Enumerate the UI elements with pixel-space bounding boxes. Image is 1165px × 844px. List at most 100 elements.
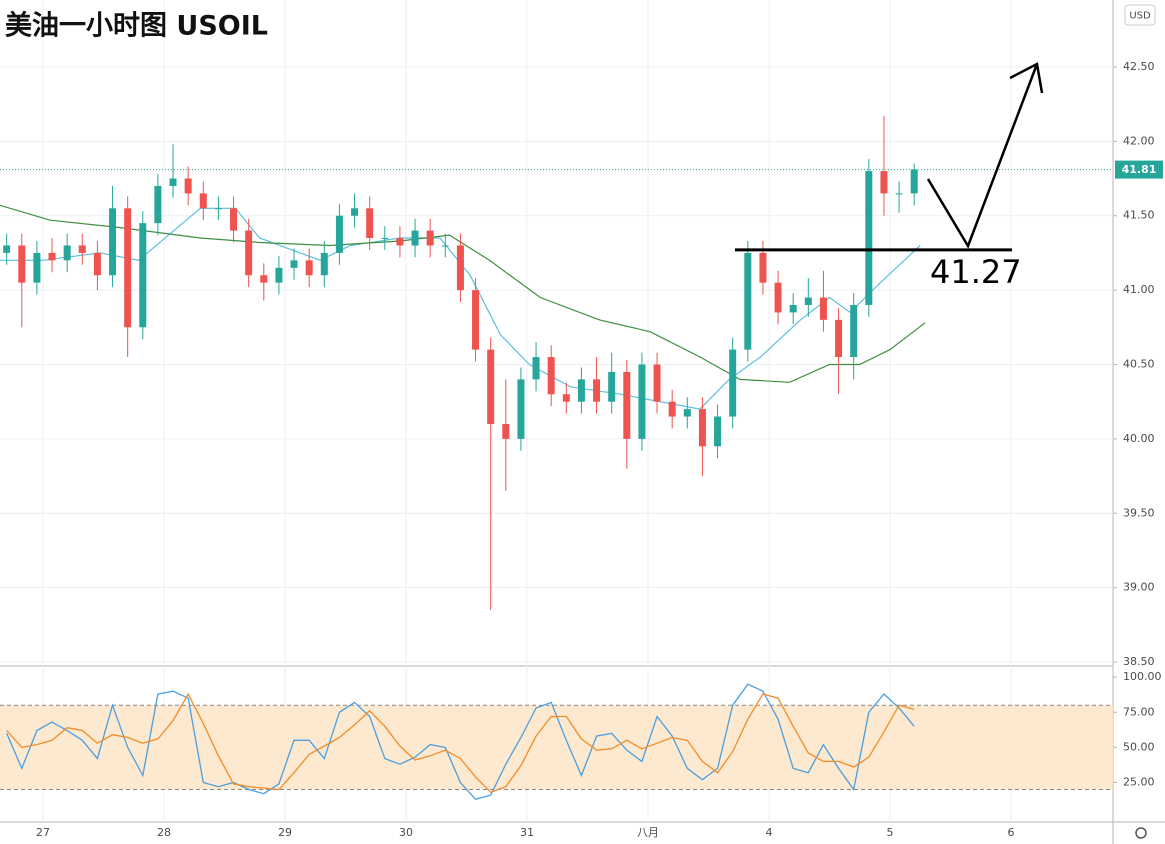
candle-body bbox=[819, 297, 827, 320]
x-tick-label: 30 bbox=[399, 826, 413, 839]
chart-title: 美油一小时图 USOIL bbox=[5, 10, 268, 42]
currency: USD bbox=[1129, 11, 1151, 22]
candle-body bbox=[895, 193, 903, 195]
candle-body bbox=[502, 423, 510, 439]
candle-body bbox=[668, 401, 676, 417]
candle-body bbox=[351, 208, 359, 216]
x-tick-label: 4 bbox=[765, 826, 772, 839]
x-tick-label: 6 bbox=[1007, 826, 1014, 839]
candle-body bbox=[335, 215, 343, 253]
candle-body bbox=[396, 238, 404, 246]
candle-body bbox=[593, 379, 601, 402]
candle-body bbox=[63, 245, 71, 261]
y-tick-label: 50.00 bbox=[1123, 740, 1155, 753]
y-tick-label: 39.50 bbox=[1123, 506, 1155, 519]
candle-body bbox=[608, 371, 616, 402]
settings-icon[interactable] bbox=[1135, 827, 1147, 839]
moving-average bbox=[0, 207, 921, 410]
candle-body bbox=[577, 379, 585, 402]
candle-body bbox=[305, 260, 313, 276]
moving-average bbox=[0, 204, 926, 383]
x-tick-label: 5 bbox=[886, 826, 893, 839]
candle-body bbox=[48, 252, 56, 261]
candle-body bbox=[532, 357, 540, 380]
candle-body bbox=[290, 260, 298, 268]
y-tick-label: 41.50 bbox=[1123, 209, 1155, 222]
y-tick-label: 25.00 bbox=[1123, 775, 1155, 788]
candle-body bbox=[260, 275, 268, 283]
candle-body bbox=[154, 185, 162, 224]
candle-body bbox=[441, 245, 449, 247]
candle-body bbox=[214, 208, 222, 210]
candle-body bbox=[850, 304, 858, 358]
candle-body bbox=[835, 319, 843, 358]
y-tick-label: 75.00 bbox=[1123, 705, 1155, 718]
y-tick-label: 38.50 bbox=[1123, 655, 1155, 668]
last-price-box bbox=[1115, 160, 1163, 179]
grid bbox=[0, 0, 1113, 822]
candle-body bbox=[426, 230, 434, 246]
y-tick-label: 40.50 bbox=[1123, 357, 1155, 370]
candle-body bbox=[230, 208, 238, 231]
candle-body bbox=[472, 290, 480, 350]
candle-body bbox=[366, 208, 374, 239]
candle-body bbox=[910, 169, 918, 194]
candle-body bbox=[411, 230, 419, 246]
candle-body bbox=[653, 364, 661, 402]
y-tick-label: 42.00 bbox=[1123, 134, 1155, 147]
y-tick-label: 41.00 bbox=[1123, 283, 1155, 296]
x-tick-label: 八月 bbox=[637, 826, 659, 839]
level-label: 41.27 bbox=[930, 253, 1022, 291]
candle-body bbox=[487, 349, 495, 424]
candle-body bbox=[456, 245, 464, 291]
y-tick-label: 39.00 bbox=[1123, 581, 1155, 594]
x-tick-label: 27 bbox=[36, 826, 50, 839]
candle-body bbox=[18, 245, 26, 283]
candle-body bbox=[804, 297, 812, 305]
x-tick-label: 29 bbox=[278, 826, 292, 839]
candle-body bbox=[139, 223, 147, 328]
candle-body bbox=[199, 193, 207, 209]
candle-body bbox=[698, 409, 706, 447]
currency-box[interactable] bbox=[1124, 4, 1156, 26]
candle-body bbox=[759, 252, 767, 283]
candle-body bbox=[109, 208, 117, 276]
candle-body bbox=[729, 349, 737, 417]
candle-body bbox=[124, 208, 132, 328]
candle-body bbox=[245, 230, 253, 276]
candle-body bbox=[33, 252, 41, 283]
candle-body bbox=[93, 252, 101, 276]
x-tick-label: 31 bbox=[520, 826, 534, 839]
oscillator-line bbox=[6, 683, 915, 801]
y-tick-label: 42.50 bbox=[1123, 60, 1155, 73]
candle-body bbox=[547, 357, 555, 395]
y-tick-label: 100.00 bbox=[1123, 670, 1162, 683]
candle-body bbox=[517, 379, 525, 439]
x-tick-label: 28 bbox=[157, 826, 171, 839]
candle-body bbox=[714, 416, 722, 447]
candle-body bbox=[562, 394, 570, 402]
candle-body bbox=[638, 364, 646, 439]
y-tick-label: 40.00 bbox=[1123, 432, 1155, 445]
candle-body bbox=[78, 245, 86, 253]
oscillator-line bbox=[6, 692, 915, 794]
candle-body bbox=[683, 409, 691, 417]
candle-body bbox=[623, 371, 631, 439]
last-price-label: 41.81 bbox=[1122, 163, 1157, 176]
candle-body bbox=[880, 171, 888, 194]
candle-body bbox=[169, 178, 177, 186]
candle-body bbox=[865, 171, 873, 305]
candle-body bbox=[275, 267, 283, 283]
candle-body bbox=[744, 252, 752, 350]
candle-body bbox=[789, 304, 797, 313]
projection-arrow bbox=[926, 62, 1044, 249]
candle-body bbox=[381, 238, 389, 240]
gear[interactable] bbox=[1135, 827, 1147, 839]
candle-body bbox=[184, 178, 192, 194]
candle-body bbox=[774, 282, 782, 313]
candle-body bbox=[3, 245, 11, 253]
candle-body bbox=[320, 252, 328, 276]
band bbox=[0, 705, 1113, 790]
